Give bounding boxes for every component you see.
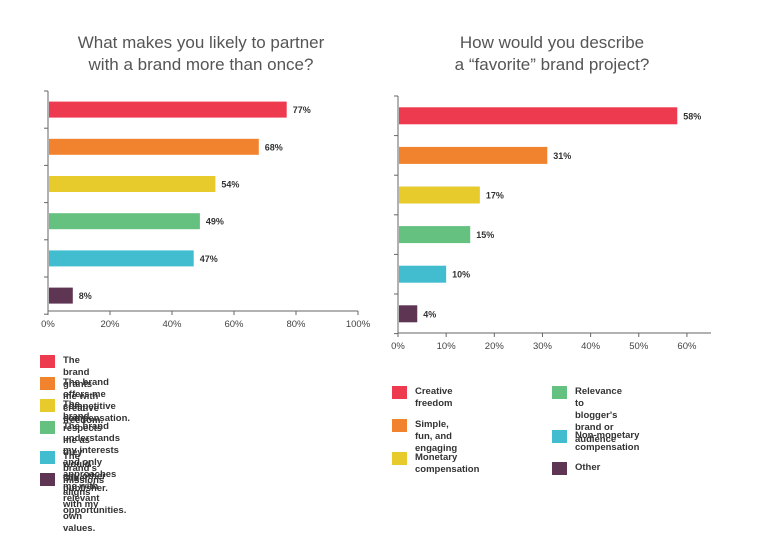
- chart-2-legend-item: Relevance to blogger's brand or audience: [552, 386, 622, 446]
- chart-1-title-line-1: What makes you likely to partner: [77, 33, 325, 52]
- chart-2-x-tick-label: 30%: [533, 341, 553, 352]
- chart-1-bar: [49, 287, 73, 304]
- legend-swatch: [552, 462, 567, 475]
- chart-1-legend-item: The brand's missions aligns with my own …: [40, 451, 104, 535]
- chart-1-legend-item: The brand respects me as they would any …: [40, 399, 108, 495]
- chart-1-plot: 0% 20% 40% 60% 80% 100% 77% 68% 54% 49% 47% 8% 0% 10%…: [41, 90, 711, 352]
- legend-label-line: The brand grants me with creative freedo…: [63, 355, 104, 426]
- chart-2-x-tick-label: 0%: [391, 341, 405, 352]
- legend-label-line: Relevance to blogger's: [575, 386, 623, 421]
- chart-2-legend-item: Creative freedom: [392, 386, 453, 410]
- chart-1-x-tick-label: 60%: [224, 319, 244, 330]
- chart-1-x-tick-label: 20%: [100, 319, 120, 330]
- chart-2-title-line-2: a “favorite” brand project?: [454, 55, 650, 74]
- legend-swatch: [392, 419, 407, 432]
- legend-label-line: Other: [575, 462, 601, 473]
- legend-label-line: The brand understands my interests and o…: [63, 421, 121, 468]
- chart-1-bar: [49, 250, 194, 267]
- chart-1-legend-item: The brand grants me with creative freedo…: [40, 355, 103, 427]
- legend-label-line: approaches me with relevant opportunitie…: [63, 469, 127, 516]
- chart-2-title-line-1: How would you describe: [459, 33, 645, 52]
- legend-label: Other: [63, 473, 88, 485]
- chart-2-x-tick-label: 20%: [485, 341, 505, 352]
- chart-1-x-tick-label: 80%: [286, 319, 306, 330]
- chart-1-bar: [49, 213, 200, 230]
- legend-swatch: [40, 355, 55, 368]
- legend-swatch: [40, 451, 55, 464]
- chart-2-x-tick-label: 50%: [629, 341, 649, 352]
- chart-1-data-label: 8%: [79, 291, 92, 301]
- legend-label: The brand grants me with creative freedo…: [63, 355, 103, 427]
- legend-label-line: The brand offers me competitive compensa…: [63, 377, 131, 424]
- legend-swatch: [40, 399, 55, 412]
- chart-2-x-tick-label: 10%: [437, 341, 457, 352]
- legend-label: The brand understands my interests and o…: [63, 421, 126, 517]
- legend-label-line: brand or audience: [575, 422, 617, 445]
- chart-2-data-label: 17%: [486, 191, 504, 201]
- legend-swatch: [40, 473, 55, 486]
- chart-2-bar: [399, 107, 678, 125]
- chart-2-legend-item: Monetary compensation: [392, 452, 479, 476]
- legend-swatch: [40, 421, 55, 434]
- chart-2-title: How would you describe a “favorite” bran…: [392, 32, 712, 76]
- chart-2-x-tick-label: 40%: [581, 341, 601, 352]
- legend-label: Monetary compensation: [415, 452, 479, 476]
- chart-1-legend-item: Other: [40, 473, 88, 486]
- chart-1-x-tick-label: 0%: [41, 319, 55, 330]
- legend-label: Creative freedom: [415, 386, 453, 410]
- legend-label-line: Simple, fun, and engaging: [415, 419, 458, 454]
- chart-2-bar: [399, 146, 548, 164]
- chart-1-legend-item: The brand understands my interests and o…: [40, 421, 126, 517]
- chart-2-x-tick-label: 60%: [677, 341, 697, 352]
- chart-1-bar: [49, 138, 259, 155]
- chart-2-legend-item: Simple, fun, and engaging: [392, 419, 457, 455]
- chart-2-bar: [399, 186, 480, 204]
- chart-1-x-tick-label: 100%: [346, 319, 371, 330]
- legend-label-line: Monetary compensation: [415, 452, 480, 475]
- legend-swatch: [552, 430, 567, 443]
- legend-label: The brand's missions aligns with my own …: [63, 451, 104, 535]
- legend-swatch: [392, 386, 407, 399]
- infographic: What makes you likely to partner with a …: [40, 32, 712, 534]
- chart-1-title-line-2: with a brand more than once?: [88, 55, 314, 74]
- legend-swatch: [552, 386, 567, 399]
- legend-label: The brand respects me as they would any …: [63, 399, 108, 495]
- legend-label-line: Other: [63, 473, 89, 484]
- legend-label-line: The brand respects me as they would any …: [63, 399, 108, 494]
- chart-1-x-tick-label: 40%: [162, 319, 182, 330]
- chart-1-data-label: 47%: [200, 254, 218, 264]
- legend-label-line: The brand's missions aligns with my own …: [63, 451, 105, 534]
- chart-1-title: What makes you likely to partner with a …: [40, 32, 362, 76]
- chart-1-data-label: 49%: [206, 217, 224, 227]
- legend-swatch: [392, 452, 407, 465]
- legend-label: Other: [575, 462, 600, 474]
- chart-2-data-label: 15%: [476, 230, 494, 240]
- chart-1-bar: [49, 176, 216, 192]
- chart-1-legend-item: The brand offers me competitive compensa…: [40, 377, 130, 425]
- legend-label: Non-monetary compensation: [575, 430, 639, 454]
- chart-2-bar: [399, 305, 418, 323]
- chart-1-data-label: 54%: [221, 180, 239, 190]
- legend-label-line: Creative freedom: [415, 386, 453, 409]
- legend-label-line: Non-monetary compensation: [575, 430, 640, 453]
- chart-2-bar: [399, 226, 471, 244]
- chart-2-data-label: 10%: [452, 270, 470, 280]
- legend-swatch: [40, 377, 55, 390]
- chart-2-legend-item: Other: [552, 462, 600, 475]
- chart-1-data-label: 68%: [265, 142, 283, 152]
- chart-2-data-label: 31%: [553, 151, 571, 161]
- legend-label: Relevance to blogger's brand or audience: [575, 386, 622, 446]
- chart-2-bar: [399, 265, 447, 283]
- legend-label: Simple, fun, and engaging: [415, 419, 457, 455]
- chart-1-bar: [49, 101, 287, 118]
- chart-1-data-label: 77%: [293, 105, 311, 115]
- chart-2-legend-item: Non-monetary compensation: [552, 430, 639, 454]
- legend-label: The brand offers me competitive compensa…: [63, 377, 130, 425]
- chart-2-data-label: 4%: [423, 309, 436, 319]
- chart-2-data-label: 58%: [683, 111, 701, 121]
